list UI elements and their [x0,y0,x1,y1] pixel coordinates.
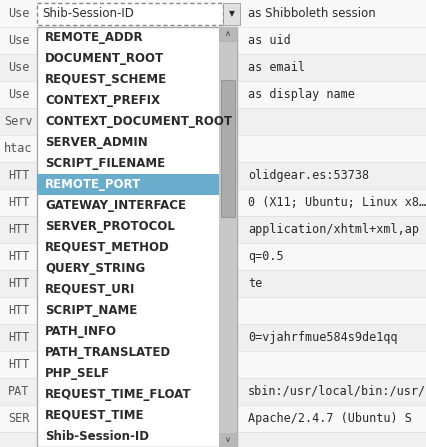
Text: te: te [248,277,262,290]
Text: olidgear.es:53738: olidgear.es:53738 [248,169,369,182]
Text: SCRIPT_NAME: SCRIPT_NAME [45,304,137,317]
Text: HTT: HTT [8,223,29,236]
Text: REQUEST_URI: REQUEST_URI [45,283,135,296]
Bar [0,54,426,81]
Bar [0,189,426,216]
Text: as email: as email [248,61,305,74]
Text: SERVER_PROTOCOL: SERVER_PROTOCOL [45,220,175,233]
Text: ▼: ▼ [229,9,234,18]
Bar [0,297,426,324]
Bar [219,41,237,433]
Text: Shib-Session-ID: Shib-Session-ID [45,430,149,443]
Text: REQUEST_SCHEME: REQUEST_SCHEME [45,73,167,86]
Text: application/xhtml+xml,ap: application/xhtml+xml,ap [248,223,419,236]
Text: SERVER_ADMIN: SERVER_ADMIN [45,136,148,149]
Text: Use: Use [8,88,29,101]
Text: PATH_INFO: PATH_INFO [45,325,117,338]
Bar [0,162,426,189]
Bar [223,3,240,25]
Text: SCRIPT_FILENAME: SCRIPT_FILENAME [45,157,165,170]
Bar [0,324,426,351]
Text: HTT: HTT [8,250,29,263]
Text: htac: htac [4,142,33,155]
Text: Apache/2.4.7 (Ubuntu) S: Apache/2.4.7 (Ubuntu) S [248,412,412,425]
Text: Use: Use [8,34,29,47]
Bar [219,433,237,447]
Bar [0,27,426,54]
Text: HTT: HTT [8,169,29,182]
Text: 0=vjahrfmue584s9de1qq: 0=vjahrfmue584s9de1qq [248,331,397,344]
Text: CONTEXT_PREFIX: CONTEXT_PREFIX [45,94,160,107]
Text: Serv: Serv [4,115,33,128]
Bar [0,270,426,297]
Bar [37,3,223,25]
Text: Use: Use [8,7,29,20]
Text: as display name: as display name [248,88,355,101]
Text: HTT: HTT [8,196,29,209]
Bar [0,135,426,162]
Bar [0,216,426,243]
Text: REMOTE_PORT: REMOTE_PORT [45,178,141,191]
Bar [37,27,237,447]
Text: as uid: as uid [248,34,291,47]
Text: REMOTE_ADDR: REMOTE_ADDR [45,31,144,44]
Bar [0,351,426,378]
Bar [219,27,237,41]
Text: QUERY_STRING: QUERY_STRING [45,262,145,275]
Text: CONTEXT_DOCUMENT_ROOT: CONTEXT_DOCUMENT_ROOT [45,115,232,128]
Bar [0,378,426,405]
Text: sbin:/usr/local/bin:/usr/s: sbin:/usr/local/bin:/usr/s [248,385,426,398]
Text: HTT: HTT [8,304,29,317]
Bar [0,81,426,108]
Text: DOCUMENT_ROOT: DOCUMENT_ROOT [45,52,164,65]
Text: HTT: HTT [8,358,29,371]
Text: PATH_TRANSLATED: PATH_TRANSLATED [45,346,171,359]
Text: GATEWAY_INTERFACE: GATEWAY_INTERFACE [45,199,186,212]
Bar [0,405,426,432]
Bar [0,0,426,27]
Text: q=0.5: q=0.5 [248,250,284,263]
Text: PAT: PAT [8,385,29,398]
Text: PHP_SELF: PHP_SELF [45,367,110,380]
Text: Use: Use [8,61,29,74]
Text: ∨: ∨ [225,435,231,444]
Text: REQUEST_TIME: REQUEST_TIME [45,409,144,422]
Text: Shib-Session-ID: Shib-Session-ID [42,7,134,20]
Bar [219,27,237,447]
Bar [0,243,426,270]
Text: HTT: HTT [8,331,29,344]
Bar [221,80,235,217]
Text: HTT: HTT [8,277,29,290]
Text: 0 (X11; Ubuntu; Linux x8…: 0 (X11; Ubuntu; Linux x8… [248,196,426,209]
Text: ∧: ∧ [225,30,231,38]
Text: REQUEST_METHOD: REQUEST_METHOD [45,241,170,254]
Text: REQUEST_TIME_FLOAT: REQUEST_TIME_FLOAT [45,388,192,401]
Bar [37,174,219,195]
Text: as Shibboleth session: as Shibboleth session [248,7,376,20]
Bar [0,108,426,135]
Text: SER: SER [8,412,29,425]
